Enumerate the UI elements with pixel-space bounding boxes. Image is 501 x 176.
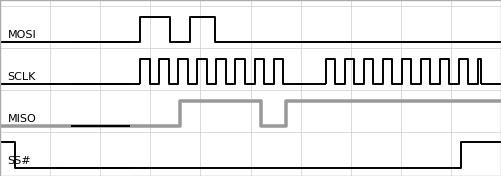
Text: MOSI: MOSI [8, 30, 36, 40]
Text: MISO: MISO [8, 114, 36, 124]
Text: SCLK: SCLK [8, 72, 36, 82]
Text: SS#: SS# [8, 156, 31, 166]
